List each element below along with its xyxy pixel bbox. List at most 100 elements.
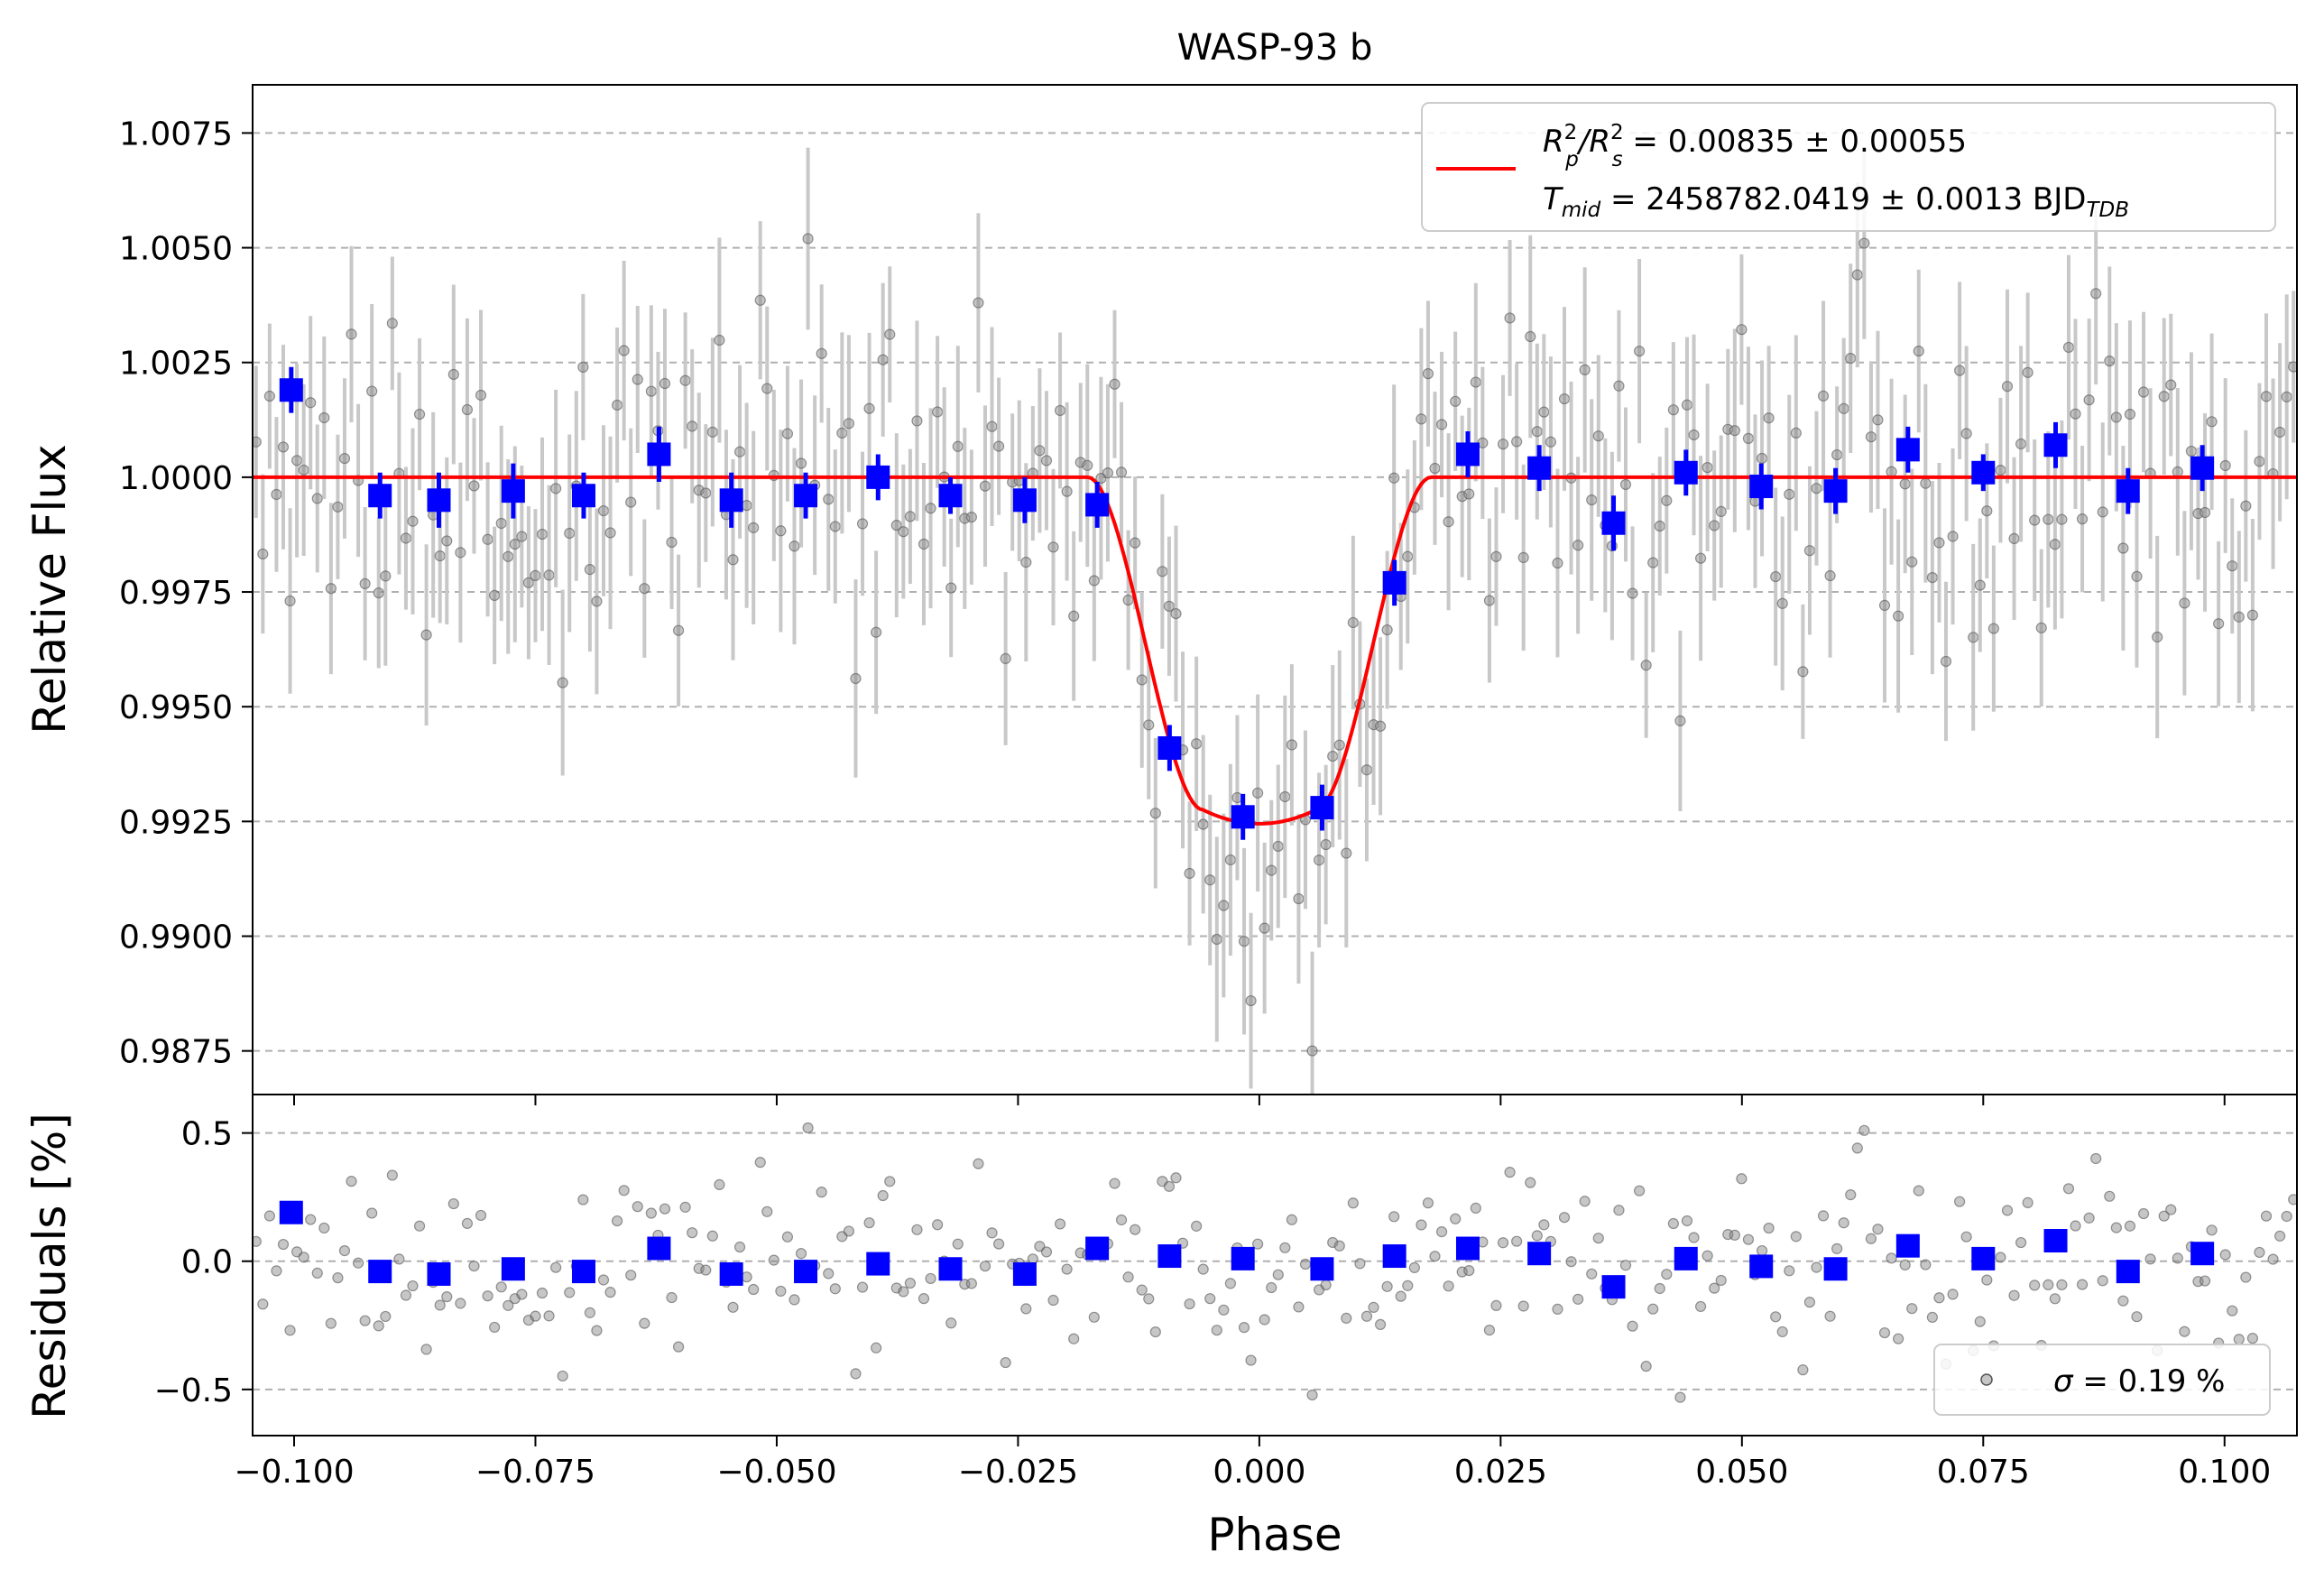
- flux-y-tick-label: 1.0075: [119, 115, 233, 152]
- raw-point: [2219, 459, 2231, 472]
- residual-raw-point: [359, 1315, 371, 1326]
- residual-raw-point: [1858, 1124, 1870, 1136]
- raw-point: [2137, 386, 2150, 398]
- residual-raw-point: [1729, 1229, 1740, 1241]
- raw-point: [1803, 545, 1816, 557]
- flux-y-tick-label: 1.0000: [119, 460, 233, 497]
- residual-raw-point: [332, 1272, 344, 1284]
- residual-raw-point: [1552, 1303, 1563, 1316]
- residual-raw-point: [979, 1261, 991, 1272]
- residual-raw-point: [1694, 1300, 1707, 1313]
- legend-rs-sup: 2: [1610, 121, 1624, 144]
- residual-raw-point: [2049, 1293, 2061, 1305]
- residual-raw-point: [911, 1224, 923, 1235]
- residual-raw-point: [2083, 1212, 2095, 1224]
- raw-point: [1613, 380, 1625, 392]
- binned-point: [1455, 442, 1480, 467]
- raw-point: [380, 570, 392, 582]
- raw-point: [863, 402, 875, 414]
- raw-point: [1811, 483, 1822, 494]
- residual-raw-point: [761, 1206, 773, 1217]
- residual-raw-point: [346, 1176, 357, 1187]
- raw-point: [727, 554, 739, 566]
- binned-residual-point: [794, 1260, 818, 1284]
- binned-residual-point: [1455, 1236, 1480, 1261]
- raw-point: [591, 596, 603, 607]
- raw-point: [795, 457, 807, 469]
- residual-raw-point: [639, 1317, 650, 1329]
- residual-raw-point: [952, 1238, 964, 1250]
- residual-raw-point: [768, 1254, 779, 1266]
- raw-point: [666, 536, 678, 549]
- raw-point: [1238, 936, 1250, 947]
- flux-binned-points: [279, 366, 2215, 840]
- raw-point: [455, 547, 466, 559]
- residual-raw-point: [1388, 1211, 1400, 1223]
- binned-residual-point: [1971, 1246, 1996, 1270]
- residual-raw-point: [1954, 1196, 1966, 1207]
- raw-point: [2022, 366, 2034, 378]
- raw-point: [311, 493, 323, 504]
- residual-raw-point: [1122, 1271, 1134, 1283]
- flux-y-tick-label: 0.9900: [119, 919, 233, 956]
- raw-point: [536, 528, 549, 540]
- residual-raw-point: [1803, 1297, 1816, 1308]
- raw-point: [359, 577, 371, 590]
- raw-point: [1838, 402, 1849, 414]
- raw-point: [1627, 587, 1638, 599]
- raw-point: [1197, 818, 1209, 830]
- residual-axes-frame: [252, 1094, 2298, 1437]
- raw-point: [1341, 847, 1352, 859]
- flux-raw-points: [253, 147, 2297, 1095]
- residual-raw-point: [1279, 1242, 1291, 1253]
- residual-raw-point: [604, 1287, 616, 1298]
- raw-point: [714, 334, 725, 346]
- binned-point: [1012, 488, 1037, 513]
- binned-point: [1310, 796, 1334, 820]
- binned-residual-point: [1157, 1244, 1182, 1269]
- residual-raw-point: [1347, 1197, 1359, 1209]
- residual-raw-point: [1715, 1274, 1727, 1287]
- residual-raw-point: [557, 1370, 568, 1382]
- x-tick-label: −0.050: [716, 1454, 836, 1491]
- residual-raw-point: [1054, 1218, 1066, 1230]
- legend-rp-sup: 2: [1564, 121, 1578, 144]
- residual-raw-point: [1681, 1215, 1693, 1227]
- residual-raw-point: [625, 1270, 637, 1281]
- raw-point: [1115, 467, 1128, 478]
- residual-legend-marker: [1980, 1373, 1993, 1386]
- raw-point: [1831, 448, 1843, 461]
- residual-raw-point: [352, 1257, 364, 1269]
- raw-point: [2274, 426, 2286, 439]
- residual-raw-point: [1252, 1238, 1264, 1250]
- residual-raw-point: [1381, 1280, 1393, 1292]
- raw-point: [1320, 838, 1332, 851]
- binned-point: [1085, 493, 1110, 517]
- raw-point: [1450, 395, 1462, 407]
- residual-raw-point: [945, 1317, 957, 1329]
- legend-rp-sub: p: [1564, 148, 1579, 171]
- raw-point: [2008, 532, 2020, 544]
- residual-raw-point: [1224, 1278, 1237, 1289]
- residual-raw-point: [1306, 1389, 1318, 1401]
- raw-point: [2076, 513, 2089, 525]
- raw-point: [1776, 597, 1788, 609]
- raw-point: [441, 535, 453, 547]
- raw-point: [604, 527, 616, 539]
- raw-point: [1742, 432, 1755, 444]
- residual-raw-point: [564, 1287, 576, 1298]
- raw-point: [318, 411, 330, 424]
- raw-point: [1525, 330, 1536, 343]
- residual-raw-point: [380, 1310, 392, 1323]
- residual-raw-point: [1647, 1303, 1659, 1315]
- residual-raw-point: [666, 1291, 678, 1304]
- raw-point: [2035, 622, 2047, 633]
- residual-raw-point: [1661, 1269, 1673, 1280]
- raw-point: [856, 518, 869, 530]
- legend-rp-symbol: R: [1543, 124, 1564, 160]
- raw-point: [338, 452, 351, 465]
- binned-residual-point: [1601, 1275, 1626, 1299]
- raw-point: [1286, 739, 1297, 751]
- residual-raw-point: [2288, 1194, 2297, 1206]
- binned-residual-point: [1382, 1244, 1406, 1269]
